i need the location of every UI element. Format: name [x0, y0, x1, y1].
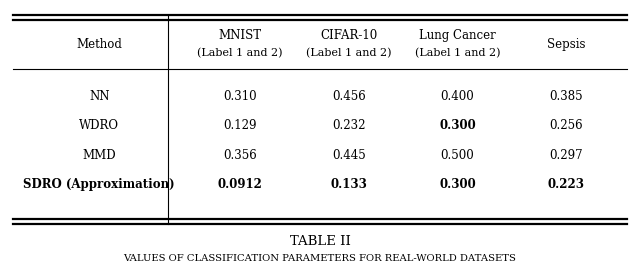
Text: 0.129: 0.129 — [223, 119, 257, 132]
Text: 0.300: 0.300 — [439, 178, 476, 191]
Text: (Label 1 and 2): (Label 1 and 2) — [197, 48, 283, 58]
Text: (Label 1 and 2): (Label 1 and 2) — [306, 48, 392, 58]
Text: Method: Method — [76, 38, 122, 51]
Text: CIFAR-10: CIFAR-10 — [320, 29, 378, 42]
Text: WDRO: WDRO — [79, 119, 119, 132]
Text: SDRO (Approximation): SDRO (Approximation) — [24, 178, 175, 191]
Text: NN: NN — [89, 90, 109, 103]
Text: 0.385: 0.385 — [550, 90, 583, 103]
Text: 0.356: 0.356 — [223, 148, 257, 162]
Text: 0.256: 0.256 — [550, 119, 583, 132]
Text: 0.445: 0.445 — [332, 148, 365, 162]
Text: 0.400: 0.400 — [441, 90, 474, 103]
Text: 0.500: 0.500 — [441, 148, 474, 162]
Text: MNIST: MNIST — [218, 29, 262, 42]
Text: Sepsis: Sepsis — [547, 38, 586, 51]
Text: Lung Cancer: Lung Cancer — [419, 29, 496, 42]
Text: 0.0912: 0.0912 — [218, 178, 262, 191]
Text: 0.133: 0.133 — [330, 178, 367, 191]
Text: 0.310: 0.310 — [223, 90, 257, 103]
Text: TABLE II: TABLE II — [289, 235, 351, 248]
Text: VALUES OF CLASSIFICATION PARAMETERS FOR REAL-WORLD DATASETS: VALUES OF CLASSIFICATION PARAMETERS FOR … — [124, 254, 516, 263]
Text: MMD: MMD — [83, 148, 116, 162]
Text: 0.456: 0.456 — [332, 90, 365, 103]
Text: 0.297: 0.297 — [550, 148, 583, 162]
Text: 0.232: 0.232 — [332, 119, 365, 132]
Text: 0.223: 0.223 — [548, 178, 585, 191]
Text: 0.300: 0.300 — [439, 119, 476, 132]
Text: (Label 1 and 2): (Label 1 and 2) — [415, 48, 500, 58]
